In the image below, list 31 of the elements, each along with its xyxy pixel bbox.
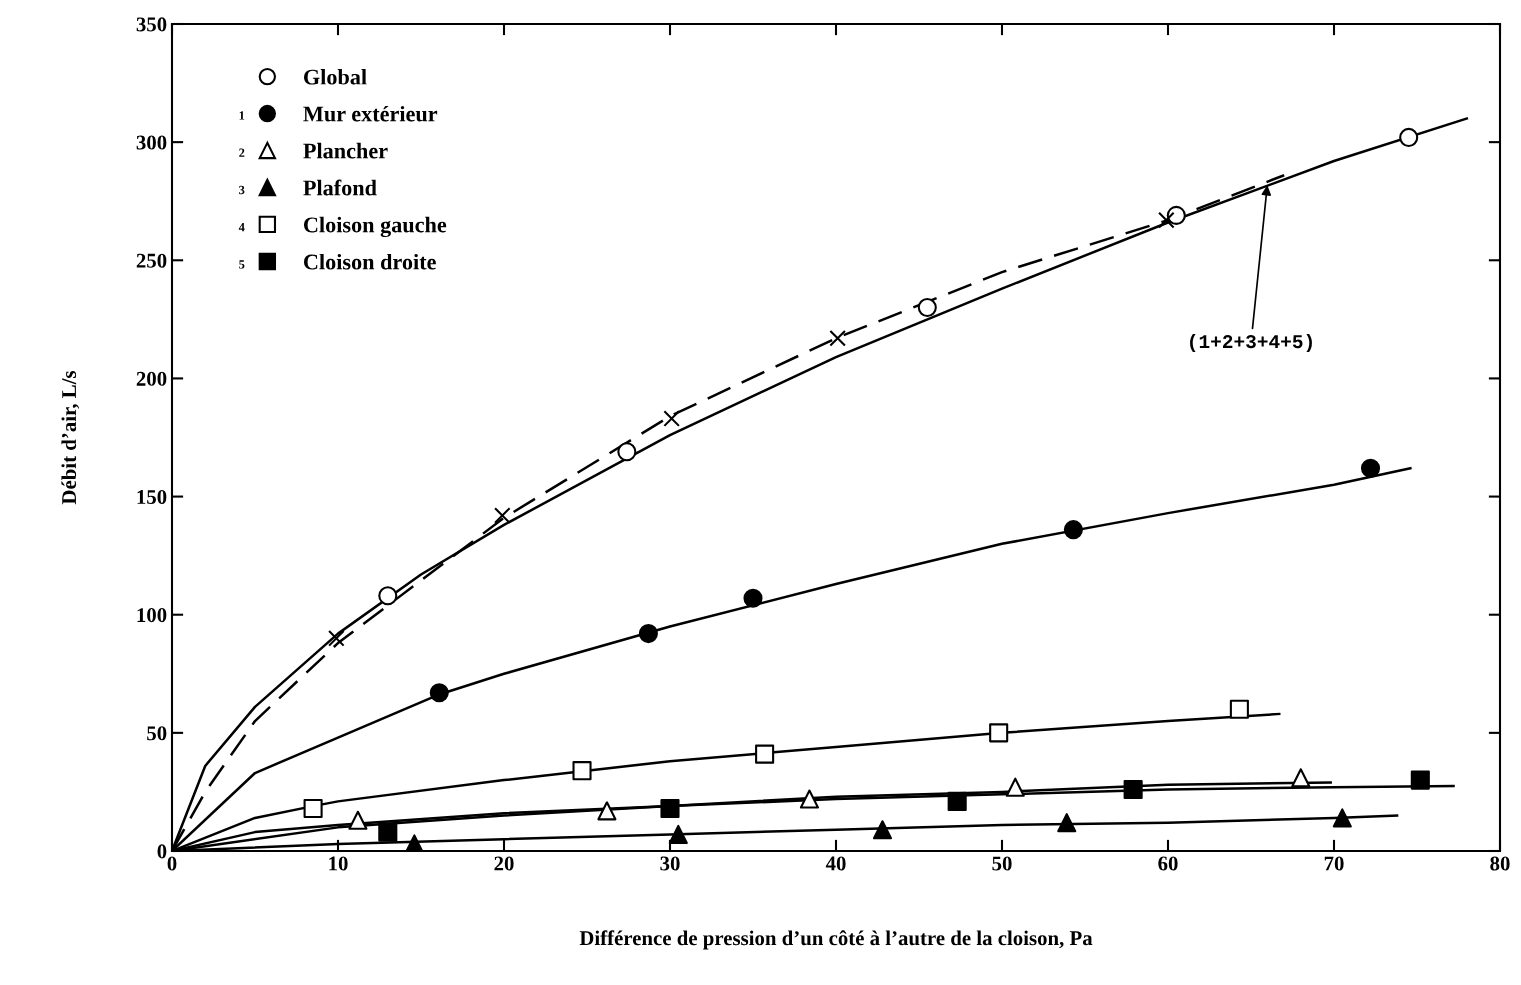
- legend-label: Cloison gauche: [303, 216, 447, 238]
- y-tick-label: 50: [147, 726, 167, 741]
- x-tick-label: 60: [1158, 856, 1178, 871]
- legend-label: Mur extérieur: [303, 105, 438, 122]
- annotation: 5: [239, 260, 245, 269]
- x-tick-label: 20: [494, 856, 514, 871]
- x-axis-title: Différence de pression d’un côté à l’autre de la cloison, Pa: [579, 930, 1093, 950]
- legend-label: Plancher: [303, 142, 388, 159]
- legend-label: Cloison droite: [303, 253, 436, 270]
- x-tick-label: 30: [660, 856, 680, 871]
- x-tick-label: 50: [992, 856, 1012, 871]
- annotation: 1: [239, 111, 245, 120]
- y-tick-label: 100: [137, 608, 167, 623]
- x-tick-label: 10: [329, 856, 348, 871]
- x-tick-label: 80: [1490, 856, 1510, 871]
- annotation: 2: [239, 148, 245, 157]
- y-axis-title: Débit d’air, L/s: [61, 370, 80, 505]
- annotation: 4: [238, 223, 245, 232]
- x-tick-label: 70: [1324, 856, 1344, 871]
- legend-label: Global: [303, 68, 367, 85]
- y-tick-label: 300: [136, 135, 167, 150]
- y-tick-label: 250: [136, 253, 167, 268]
- annotation: (1+2+3+4+5): [1190, 333, 1312, 353]
- y-tick-label: 350: [136, 17, 167, 32]
- y-tick-label: 150: [137, 489, 167, 504]
- annotation: 3: [239, 185, 245, 195]
- x-tick-label: 40: [825, 856, 846, 871]
- y-tick-label: 0: [157, 844, 167, 859]
- x-tick-label: 0: [167, 856, 177, 871]
- legend-label: Plafond: [303, 179, 377, 196]
- y-tick-label: 200: [136, 371, 167, 386]
